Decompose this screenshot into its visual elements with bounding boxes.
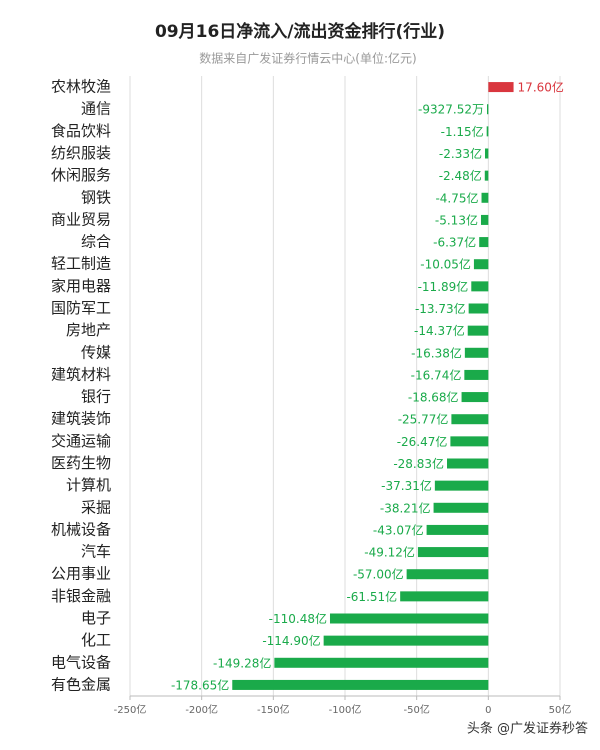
y-tick-label: 家用电器 [51,277,111,295]
value-label: -2.48亿 [439,168,482,183]
y-tick-label: 电子 [81,609,111,627]
bar [467,325,489,336]
y-tick-label: 建筑材料 [51,365,111,383]
y-tick-label: 商业贸易 [51,210,111,228]
y-tick-label: 传媒 [81,343,111,361]
x-tick-label: -150亿 [257,703,290,716]
value-label: -178.65亿 [171,677,229,692]
value-label: -43.07亿 [373,522,424,537]
y-tick-label: 机械设备 [51,520,111,538]
bar [447,458,489,469]
bar [486,104,489,115]
bar [479,237,489,248]
value-label: -61.51亿 [346,589,397,604]
x-tick-label: -50亿 [403,703,429,716]
x-tick-label: 0 [485,705,491,716]
value-label: -26.47亿 [397,434,448,449]
value-label: -10.05亿 [420,257,471,272]
value-label: -49.12亿 [364,545,415,560]
y-tick-label: 综合 [81,233,111,251]
y-tick-label: 汽车 [81,543,111,561]
y-tick-label: 农林牧渔 [51,78,111,96]
bar [426,524,489,535]
bar [451,414,489,425]
value-label: -16.38亿 [411,345,462,360]
value-label: -37.31亿 [381,478,432,493]
bar [406,569,489,580]
x-tick-label: -250亿 [114,703,147,716]
value-label: -6.37亿 [433,235,476,250]
chart-subtitle: 数据来自广发证券行情云中心(单位:亿元) [199,51,416,66]
y-tick-label: 通信 [81,100,111,118]
y-tick-label: 电气设备 [51,653,111,671]
bar [464,369,489,380]
value-label: -9327.52万 [418,103,484,117]
bar [450,436,489,447]
value-label: -2.33亿 [439,146,482,161]
x-tick-label: 50亿 [549,703,572,716]
value-label: -25.77亿 [398,412,449,427]
x-tick-label: -100亿 [329,703,362,716]
value-label: -18.68亿 [408,390,459,405]
value-label: -57.00亿 [353,567,404,582]
bar [464,347,489,358]
y-tick-label: 采掘 [81,498,111,516]
y-tick-label: 非银金融 [51,587,111,605]
value-label: 17.60亿 [518,80,564,95]
y-tick-label: 银行 [81,388,111,406]
bar [232,679,489,690]
bar [323,635,489,646]
bar [484,148,489,159]
value-label: -13.73亿 [415,301,466,316]
bar [486,126,489,137]
y-tick-label: 食品饮料 [51,122,111,140]
value-label: -16.74亿 [411,367,462,382]
y-tick-label: 医药生物 [51,454,111,472]
chart-title: 09月16日净流入/流出资金排行(行业) [155,21,445,42]
bar [473,259,489,270]
value-label: -11.89亿 [418,279,469,294]
value-label: -38.21亿 [380,500,431,515]
bar [400,591,489,602]
value-label: -1.15亿 [441,124,484,139]
y-tick-label: 休闲服务 [51,166,111,184]
y-tick-label: 化工 [81,631,111,649]
bar [274,657,489,668]
value-label: -149.28亿 [213,655,271,670]
y-tick-label: 房地产 [66,321,111,339]
value-label: -110.48亿 [269,611,327,626]
y-tick-label: 国防军工 [51,299,111,317]
y-tick-label: 建筑装饰 [51,410,111,428]
value-label: -5.13亿 [435,212,478,227]
bar [481,192,489,203]
bar [417,547,489,558]
bar [480,214,489,225]
value-label: -14.37亿 [414,323,465,338]
bar [433,502,489,513]
y-tick-label: 有色金属 [51,675,111,693]
y-tick-label: 轻工制造 [51,255,111,273]
x-tick-label: -200亿 [185,703,218,716]
watermark: 头条 @广发证券秒答 [467,721,588,737]
bar [434,480,489,491]
value-label: -28.83亿 [393,456,444,471]
bar [471,281,489,292]
y-tick-label: 钢铁 [81,188,111,206]
y-tick-label: 公用事业 [51,565,111,583]
value-label: -114.90亿 [262,633,320,648]
bar [461,392,489,403]
bar [468,303,489,314]
y-tick-label: 纺织服装 [51,144,111,162]
bar [488,82,514,93]
bar [484,170,489,181]
bar [329,613,489,624]
y-tick-label: 交通运输 [51,432,111,450]
value-label: -4.75亿 [435,190,478,205]
y-tick-label: 计算机 [66,476,111,494]
